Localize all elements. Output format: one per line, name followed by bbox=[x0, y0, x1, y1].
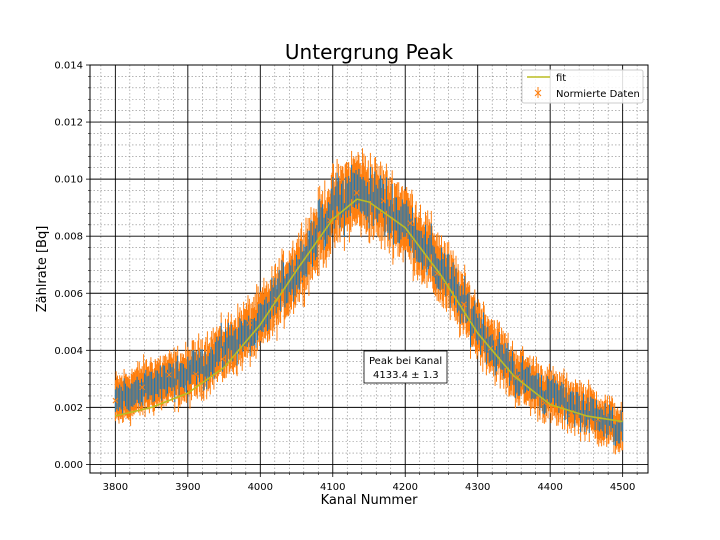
x-tick-label: 4200 bbox=[393, 482, 418, 493]
data-point-marker bbox=[192, 371, 199, 378]
y-axis-label: Zählrate [Bq] bbox=[35, 226, 50, 313]
legend: fit Normierte Daten bbox=[521, 69, 644, 104]
x-tick-label: 3900 bbox=[175, 482, 200, 493]
data-point-marker bbox=[219, 356, 226, 362]
plot-frame bbox=[89, 64, 649, 474]
y-axis: 0.000 0.002 0.004 0.006 0.008 0.010 0.012 0.014 bbox=[54, 61, 90, 471]
x-tick-label: 3800 bbox=[103, 482, 128, 493]
peak-annotation: Peak bei Kanal 4133.4 ± 1.3 bbox=[363, 350, 448, 384]
x-tick-label: 4300 bbox=[465, 482, 490, 493]
y-tick-label: 0.006 bbox=[54, 289, 83, 300]
data-point-marker bbox=[300, 275, 306, 282]
legend-fit-label: fit bbox=[556, 73, 566, 84]
x-tick-label: 4100 bbox=[320, 482, 345, 493]
data-point-marker bbox=[353, 190, 360, 196]
x-tick-label: 4500 bbox=[610, 482, 635, 493]
x-axis: 3800 3900 4000 4100 4200 4300 4400 4500 bbox=[100, 473, 638, 493]
y-tick-label: 0.014 bbox=[54, 61, 83, 72]
y-tick-label: 0.000 bbox=[54, 460, 83, 471]
x-tick-label: 4000 bbox=[248, 482, 273, 493]
fit-layer bbox=[115, 198, 623, 423]
legend-data-marker bbox=[534, 89, 542, 97]
data-point-marker bbox=[461, 301, 467, 308]
y-tick-label: 0.012 bbox=[54, 118, 83, 129]
y-tick-label: 0.004 bbox=[54, 346, 83, 357]
data-point-marker bbox=[166, 372, 172, 378]
y-tick-label: 0.002 bbox=[54, 403, 83, 414]
annotation-line-1: Peak bei Kanal bbox=[369, 356, 442, 367]
data-point-marker bbox=[139, 384, 146, 391]
x-tick-label: 4400 bbox=[537, 482, 562, 493]
legend-data-label: Normierte Daten bbox=[556, 89, 640, 100]
legend-box bbox=[521, 69, 644, 104]
data-point-marker bbox=[514, 374, 521, 380]
chart-title: Untergrung Peak bbox=[285, 40, 454, 64]
x-axis-label: Kanal Nummer bbox=[321, 493, 419, 508]
data-point-marker bbox=[380, 197, 387, 204]
fit-line bbox=[115, 198, 623, 423]
annotation-line-2: 4133.4 ± 1.3 bbox=[373, 370, 439, 381]
major-grid bbox=[90, 64, 648, 473]
data-point-marker bbox=[407, 220, 414, 227]
data-point-marker bbox=[112, 397, 119, 404]
data-point-marker bbox=[246, 320, 253, 326]
y-tick-label: 0.010 bbox=[54, 175, 83, 186]
annotation-box bbox=[363, 350, 448, 384]
y-tick-label: 0.008 bbox=[54, 232, 83, 243]
